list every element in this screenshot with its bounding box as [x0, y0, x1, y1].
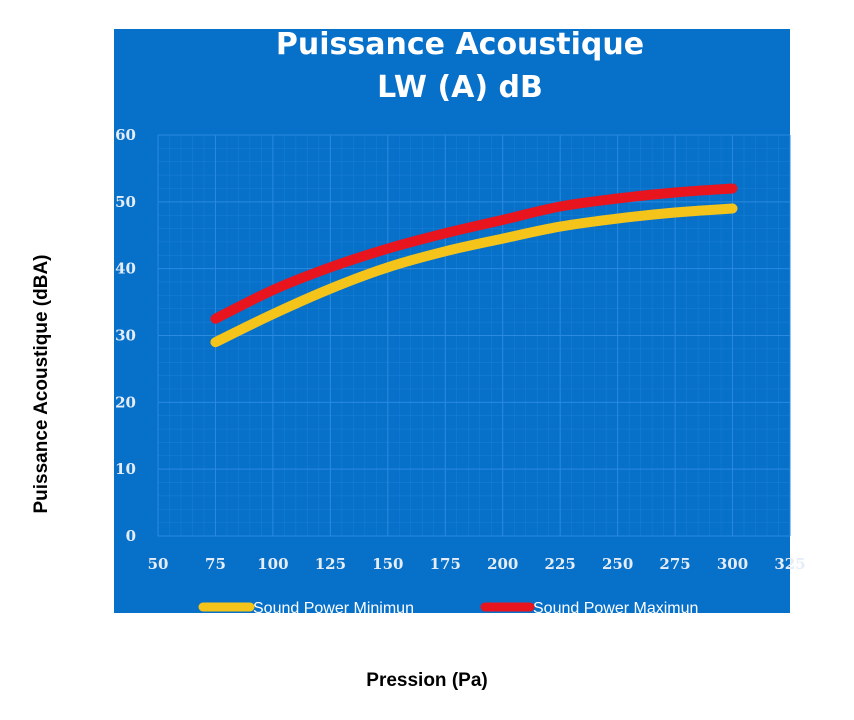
y-tick-label: 0	[126, 527, 136, 545]
y-tick-label: 10	[115, 460, 136, 478]
x-tick-label: 100	[257, 555, 288, 573]
x-tick-label: 275	[659, 555, 690, 573]
grid	[157, 134, 791, 537]
x-tick-label: 150	[372, 555, 403, 573]
chart-title: Puissance Acoustique	[276, 27, 644, 62]
series-line-1	[210, 183, 738, 324]
x-tick-label: 125	[315, 555, 346, 573]
y-axis-ticks: 0 10 20 30 40 50 60	[115, 126, 136, 545]
x-tick-label: 250	[602, 555, 633, 573]
y-tick-label: 30	[115, 327, 136, 345]
legend-label-0: Sound Power Minimun	[253, 600, 414, 617]
y-tick-label: 40	[115, 260, 136, 278]
y-tick-label: 20	[115, 393, 136, 411]
series-lines	[210, 183, 738, 348]
x-tick-label: 75	[205, 555, 226, 573]
y-tick-label: 60	[115, 126, 136, 144]
x-axis-label: Pression (Pa)	[366, 670, 488, 691]
x-tick-label: 175	[430, 555, 461, 573]
y-axis-label: Puissance Acoustique (dBA)	[31, 254, 52, 514]
x-tick-label: 300	[717, 555, 748, 573]
y-tick-label: 50	[115, 193, 136, 211]
x-tick-label: 325	[774, 555, 805, 573]
series-line-0	[210, 203, 738, 348]
chart-subtitle: LW (A) dB	[377, 70, 543, 105]
x-axis-ticks: 50 75 100 125 150 175 200 225 250 275 300 325	[148, 555, 806, 573]
x-tick-label: 225	[545, 555, 576, 573]
legend-label-1: Sound Power Maximun	[533, 600, 698, 617]
x-tick-label: 50	[148, 555, 169, 573]
legend: Sound Power Minimun Sound Power Maximun	[198, 600, 698, 617]
chart-background	[114, 29, 790, 613]
x-tick-label: 200	[487, 555, 518, 573]
